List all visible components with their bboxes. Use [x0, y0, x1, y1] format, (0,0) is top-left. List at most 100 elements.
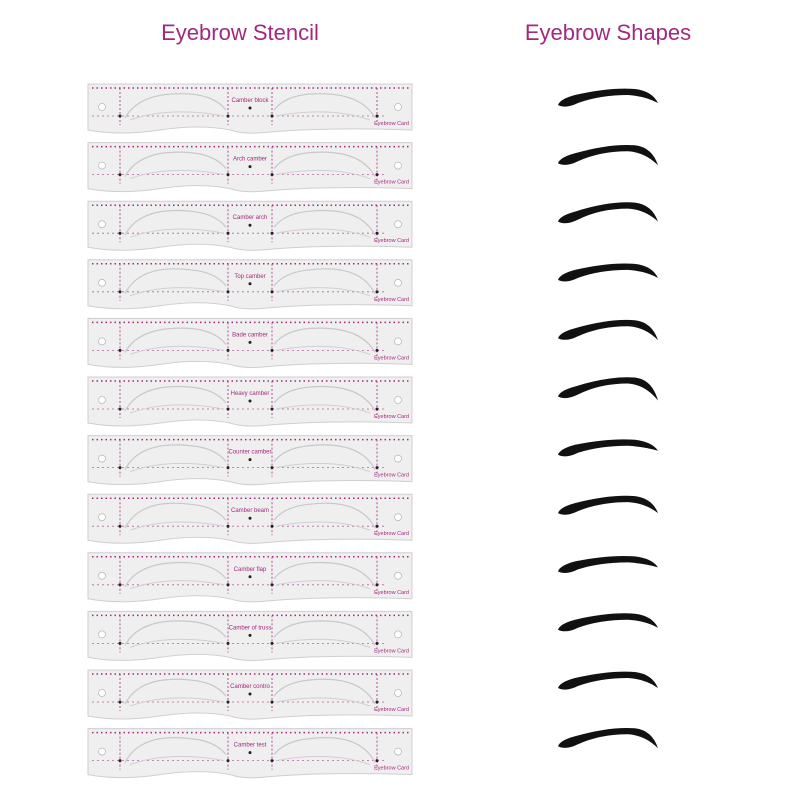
- stencil-card: Camber block Eyebrow Card: [87, 83, 413, 134]
- stencil-card: Arch camber Eyebrow Card: [87, 142, 413, 193]
- right-hole-icon: [394, 161, 402, 170]
- right-brow-outline-lower: [275, 169, 371, 180]
- left-brow-outline-lower: [129, 697, 225, 707]
- right-brow-outline: [273, 268, 376, 295]
- right-brow-outline: [273, 209, 376, 236]
- left-brow-outline: [124, 502, 227, 529]
- center-dot: [248, 692, 252, 696]
- right-brow-outline-lower: [275, 287, 371, 297]
- left-hole-icon: [98, 454, 106, 463]
- left-hole-icon: [98, 161, 106, 170]
- center-dot: [248, 223, 252, 227]
- guide-dot: [226, 583, 230, 587]
- right-brow-outline-lower: [275, 755, 371, 766]
- guide-dot: [226, 641, 230, 645]
- left-brow-outline-lower: [129, 345, 225, 355]
- left-brow-outline-lower: [129, 755, 225, 766]
- stencil-label: Camber of truss: [229, 625, 272, 631]
- left-brow-outline: [124, 327, 227, 353]
- left-brow-outline-lower: [129, 228, 225, 238]
- eyebrow-shape: [558, 439, 658, 457]
- guide-dot: [270, 114, 274, 118]
- guide-dot: [270, 231, 274, 235]
- stencil-label: Heavy camber: [231, 391, 270, 397]
- left-brow-outline: [124, 444, 227, 470]
- guide-dot: [375, 524, 379, 528]
- guide-dot: [270, 700, 274, 704]
- left-brow-outline: [124, 209, 227, 236]
- left-brow-outline-lower: [129, 404, 225, 414]
- guide-dot: [226, 290, 230, 294]
- guide-dot: [226, 700, 230, 704]
- right-hole-icon: [394, 689, 402, 697]
- right-hole-icon: [394, 337, 402, 346]
- center-dot: [248, 516, 252, 520]
- guide-dot: [118, 641, 122, 645]
- left-brow-outline: [124, 93, 227, 119]
- guide-dot: [270, 759, 274, 763]
- guide-dot: [375, 290, 379, 294]
- guide-dot: [270, 407, 274, 411]
- left-brow-outline: [124, 151, 227, 177]
- center-dot: [248, 458, 252, 462]
- eyebrow-shape: [558, 613, 658, 632]
- left-brow-outline-lower: [129, 111, 225, 121]
- guide-dot: [118, 114, 122, 118]
- card-label: Eyebrow Card: [374, 414, 409, 420]
- guide-dot: [375, 407, 379, 411]
- center-dot: [248, 751, 252, 755]
- left-hole-icon: [98, 630, 106, 639]
- eyebrow-shape: [558, 555, 658, 573]
- center-dot: [248, 399, 252, 403]
- eyebrow-shape: [558, 144, 658, 166]
- left-brow-outline-lower: [129, 521, 225, 531]
- right-brow-outline: [273, 327, 376, 353]
- guide-dot: [375, 466, 379, 470]
- guide-dot: [375, 759, 379, 763]
- guide-dot: [270, 173, 274, 177]
- stencil-label: Camber flap: [234, 567, 267, 573]
- right-brow-outline-lower: [275, 697, 371, 707]
- eyebrow-shape: [558, 495, 658, 515]
- stencil-card: Camber flap Eyebrow Card: [87, 552, 413, 603]
- stencil-label: Camber beam: [231, 508, 269, 514]
- stencil-title: Eyebrow Stencil: [161, 20, 319, 45]
- left-hole-icon: [98, 747, 106, 756]
- right-hole-icon: [394, 454, 402, 463]
- eyebrow-shape: [558, 319, 658, 341]
- right-hole-icon: [394, 747, 402, 756]
- card-label: Eyebrow Card: [374, 531, 409, 537]
- guide-dot: [226, 759, 230, 763]
- stencil-label: Camber contro: [230, 684, 270, 690]
- card-label: Eyebrow Card: [374, 180, 409, 186]
- eyebrow-shape: [558, 202, 658, 224]
- guide-dot: [118, 466, 122, 470]
- guide-dot: [118, 348, 122, 352]
- stencil-label: Camber block: [231, 98, 269, 104]
- left-brow-outline-lower: [129, 462, 225, 473]
- guide-dot: [270, 290, 274, 294]
- guide-dot: [118, 759, 122, 763]
- left-brow-outline: [124, 268, 227, 295]
- left-brow-outline: [124, 678, 227, 705]
- guide-dot: [226, 348, 230, 352]
- stencil-label: Top camber: [234, 274, 265, 280]
- stencil-label: Camber test: [234, 743, 267, 749]
- right-brow-outline: [273, 561, 376, 588]
- right-hole-icon: [394, 278, 402, 287]
- right-brow-outline-lower: [275, 345, 371, 355]
- left-hole-icon: [98, 278, 106, 287]
- guide-dot: [375, 583, 379, 587]
- guide-dot: [375, 700, 379, 704]
- card-label: Eyebrow Card: [374, 590, 409, 596]
- card-label: Eyebrow Card: [374, 121, 409, 127]
- stencil-card: Top camber Eyebrow Card: [87, 259, 413, 310]
- guide-dot: [226, 231, 230, 235]
- left-hole-icon: [98, 396, 106, 404]
- eyebrow-shape: [558, 377, 658, 401]
- left-hole-icon: [98, 571, 106, 580]
- guide-dot: [270, 641, 274, 645]
- left-hole-icon: [98, 513, 106, 522]
- right-hole-icon: [394, 220, 402, 229]
- guide-dot: [375, 348, 379, 352]
